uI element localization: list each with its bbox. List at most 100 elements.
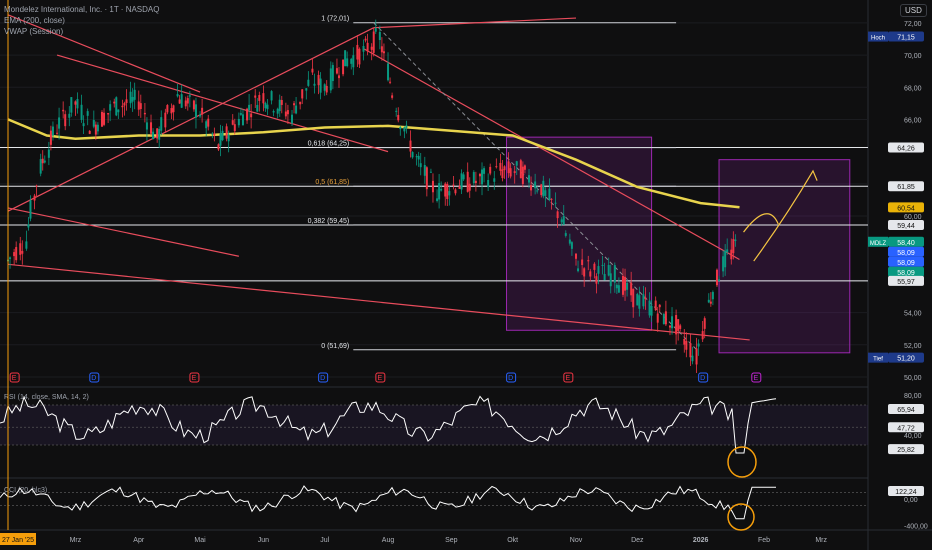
ema-200-line [7,118,740,209]
candle-body [145,122,148,130]
candle-body [264,102,267,109]
candle-body [176,94,179,97]
candle-body [295,105,298,114]
candle-body [129,91,132,104]
candle-body [587,260,590,262]
candle-body [507,161,510,174]
candle-body [262,93,265,104]
price-badge-value: 58,09 [897,270,915,277]
candle-body [382,51,385,54]
candle-body [378,31,381,41]
price-badge [888,220,924,231]
candle-body [278,99,281,112]
candle-body [254,95,257,98]
candle-body [691,355,694,362]
candle-body [711,292,714,300]
candle-body [231,120,234,125]
candle-body [237,118,240,126]
candle-body [626,282,629,290]
time-axis-label: Aug [382,537,395,544]
candle-body [603,273,606,281]
candle-body [460,173,463,190]
cci-tick-label: 0,00 [904,497,918,504]
candle-body [483,168,486,174]
candle-body [201,107,204,115]
ema-legend: EMA (200, close) [4,16,65,25]
event-marker-label: D [320,375,325,382]
candle-body [411,152,414,158]
candle-body [540,184,543,196]
candle-body [370,46,373,50]
event-marker [563,372,574,383]
price-badge-value: 51,20 [897,356,915,363]
candle-body [117,109,120,113]
candle-body [458,186,461,189]
candle-body [601,264,604,266]
currency-button[interactable]: USD [900,4,927,17]
price-badge [888,266,924,277]
candle-body [178,99,181,104]
candle-body [225,126,228,139]
candle-body [109,104,112,111]
rsi-badge-value: 47,72 [897,425,915,432]
candle-body [103,112,106,125]
candle-body [607,264,610,276]
candle-body [205,121,208,129]
price-badge [888,352,924,363]
candle-body [335,68,338,74]
candle-body [139,103,142,110]
candle-body [387,63,390,81]
candle-body [615,284,618,289]
candle-body [160,117,163,131]
candle-body [452,184,455,186]
price-badge-label: Tief [873,357,883,363]
candle-body [352,55,355,68]
price-badge-tag [868,31,888,42]
candle-body [311,68,314,73]
time-axis-label: Mrz [815,537,827,544]
candle-body [528,175,531,183]
candle-body [123,103,126,106]
candle-body [609,273,612,287]
candle-body [86,111,89,116]
candle-body [395,110,398,112]
candle-body [276,108,279,114]
candle-body [233,124,236,132]
price-badge-value: 58,09 [897,250,915,257]
candle-body [597,266,600,274]
price-badge-label: Hoch [871,36,885,42]
candle-body [121,105,124,108]
time-axis-label: Feb [758,537,770,544]
candle-body [286,110,289,115]
candle-body [241,114,244,126]
candle-body [350,58,353,64]
price-badge [888,31,924,42]
candle-body [92,120,95,127]
candle-body [689,343,692,358]
candle-body [239,113,242,115]
price-badge [888,256,924,267]
cci-badge-value: 122,24 [895,489,917,496]
candle-body [331,65,334,82]
event-marker-label: D [508,375,513,382]
candle-body [454,189,457,194]
candle-body [317,74,320,86]
candle-body [227,134,230,142]
candle-body [158,128,161,140]
candle-body [632,288,635,308]
time-axis-label: Apr [133,537,145,544]
time-axis-label: Sep [445,537,458,544]
candle-body [648,300,651,316]
time-axis-label: Dez [631,537,644,544]
candle-body [346,58,349,67]
price-tick-label: 54,00 [904,311,922,318]
price-badge [888,202,924,213]
candle-body [489,166,492,174]
rsi-tick-label: 80,00 [904,393,922,400]
candle-body [650,305,653,316]
rsi-badge [888,444,924,455]
candle-body [280,100,283,105]
trend-line [56,54,389,153]
candle-body [266,104,269,110]
